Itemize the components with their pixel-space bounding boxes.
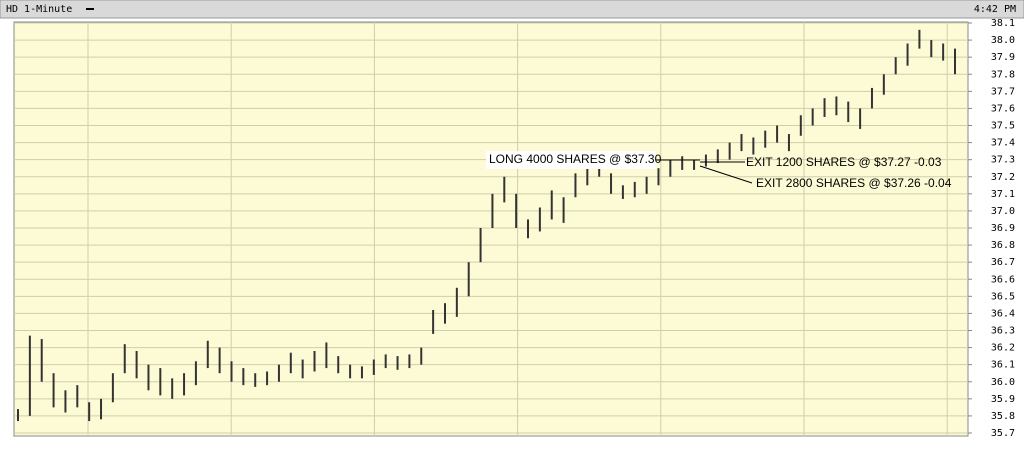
- annotation: LONG 4000 SHARES @ $37.30: [489, 152, 662, 166]
- y-tick-label: 36.1: [991, 360, 1015, 371]
- y-tick-label: 35.7: [991, 428, 1015, 439]
- chart-title: HD 1-Minute: [6, 4, 72, 15]
- y-tick-label: 36.4: [991, 308, 1015, 319]
- time-grid: [14, 22, 968, 436]
- y-tick-label: 37.4: [991, 138, 1015, 149]
- y-tick-label: 36.9: [991, 223, 1015, 234]
- y-tick-label: 36.6: [991, 274, 1015, 285]
- connector: [699, 165, 753, 184]
- y-tick-label: 37.8: [991, 69, 1015, 80]
- y-tick-label: 38.1: [991, 18, 1015, 29]
- y-tick-label: 35.8: [991, 411, 1015, 422]
- y-tick-label: 36.3: [991, 326, 1015, 337]
- y-tick-label: 37.3: [991, 155, 1015, 166]
- y-tick-label: 36.8: [991, 240, 1015, 251]
- y-tick-label: 37.2: [991, 172, 1015, 183]
- y-tick-label: 37.1: [991, 189, 1015, 200]
- annotation-box: [486, 151, 656, 169]
- menu-icon[interactable]: [86, 8, 94, 10]
- header-bar: [0, 0, 1024, 19]
- y-tick-label: 36.5: [991, 291, 1015, 302]
- y-tick-label: 36.0: [991, 377, 1015, 388]
- y-tick-label: 37.5: [991, 121, 1015, 132]
- y-tick-label: 35.9: [991, 394, 1015, 405]
- y-tick-label: 37.7: [991, 86, 1015, 97]
- y-tick-label: 37.9: [991, 52, 1015, 63]
- bars: [17, 29, 956, 422]
- annotation: EXIT 1200 SHARES @ $37.27 -0.03: [746, 155, 942, 169]
- y-tick-label: 37.6: [991, 103, 1015, 114]
- annotation: EXIT 2800 SHARES @ $37.26 -0.04: [756, 176, 952, 190]
- plot-area: [13, 21, 969, 437]
- y-tick-label: 36.2: [991, 343, 1015, 354]
- y-tick-label: 36.7: [991, 257, 1015, 268]
- y-tick-label: 37.0: [991, 206, 1015, 217]
- y-tick-label: 38.0: [991, 35, 1015, 46]
- clock: 4:42 PM: [974, 4, 1016, 15]
